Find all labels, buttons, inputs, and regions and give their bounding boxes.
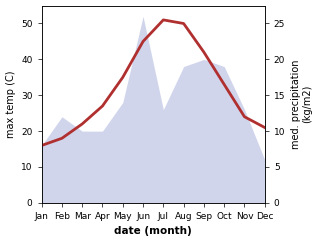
Y-axis label: max temp (C): max temp (C) [5, 70, 16, 138]
X-axis label: date (month): date (month) [114, 227, 192, 236]
Y-axis label: med. precipitation
(kg/m2): med. precipitation (kg/m2) [291, 60, 313, 149]
